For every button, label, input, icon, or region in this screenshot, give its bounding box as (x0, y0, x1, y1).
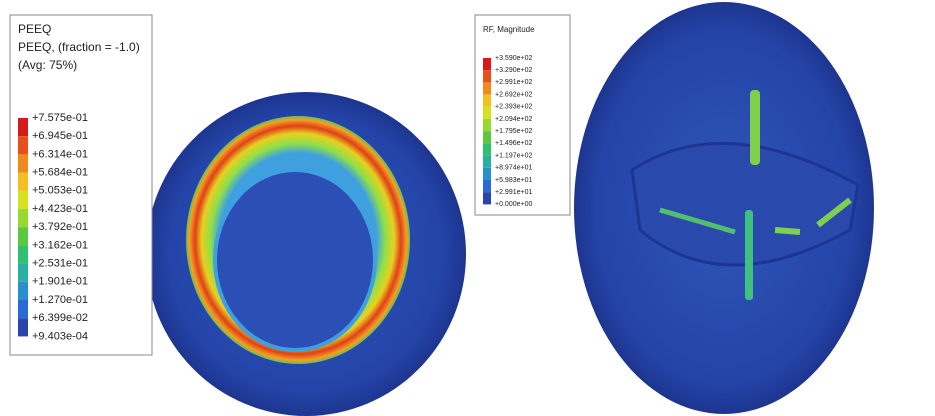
legend-swatch (483, 70, 491, 82)
legend-label: +7.575e-01 (32, 112, 88, 124)
legend-swatch (18, 136, 28, 154)
legend-label: +6.314e-01 (32, 148, 88, 160)
legend-swatch (18, 282, 28, 300)
legend-swatch (18, 300, 28, 318)
legend-label: +1.901e-01 (32, 276, 88, 288)
legend-label: +9.403e-04 (32, 330, 88, 342)
legend-swatch (483, 107, 491, 119)
legend-label: +2.991e+02 (495, 79, 532, 86)
legend-label: +5.053e-01 (32, 185, 88, 197)
right-panel: RF, Magnitude +3.590e+02 +3.290e+02 +2.991e… (470, 0, 935, 416)
legend-label: +2.094e+02 (495, 116, 532, 123)
legend-swatch (18, 209, 28, 227)
legend-label: +3.590e+02 (495, 55, 532, 62)
legend-swatch (483, 131, 491, 143)
ring-inner (215, 170, 375, 350)
legend-label: +3.290e+02 (495, 67, 532, 74)
legend-label: +3.162e-01 (32, 239, 88, 251)
legend-swatch (483, 119, 491, 131)
legend-title: PEEQ, (fraction = -1.0) (18, 40, 140, 54)
legend-label: +6.945e-01 (32, 130, 88, 142)
legend-label: +2.692e+02 (495, 91, 532, 98)
legend-swatch (483, 58, 491, 70)
legend-label: +1.795e+02 (495, 128, 532, 135)
legend-swatch (483, 95, 491, 107)
legend-label: +4.423e-01 (32, 203, 88, 215)
legend-title: (Avg: 75%) (18, 58, 77, 72)
figure: PEEQ PEEQ, (fraction = -1.0) (Avg: 75%) +7.… (0, 0, 935, 416)
legend-swatch (483, 143, 491, 155)
legend-swatch (18, 154, 28, 172)
legend-swatch (18, 318, 28, 336)
legend-swatch (483, 168, 491, 180)
legend-label: +3.792e-01 (32, 221, 88, 233)
rf-strip (745, 210, 753, 300)
legend-label: +5.983e+01 (495, 177, 532, 184)
legend-swatch (483, 180, 491, 192)
legend-swatch (483, 156, 491, 168)
legend-label: +1.270e-01 (32, 294, 88, 306)
legend-label: +2.991e+01 (495, 189, 532, 196)
legend-label: +6.399e-02 (32, 312, 88, 324)
legend-swatch (483, 82, 491, 94)
legend-swatch (18, 245, 28, 263)
legend-title: RF, Magnitude (483, 25, 535, 34)
legend-label: +1.496e+02 (495, 140, 532, 147)
legend-title: PEEQ (18, 22, 51, 36)
legend-swatch (18, 118, 28, 136)
rf-strip (750, 90, 760, 165)
legend-label: +8.974e+01 (495, 165, 532, 172)
legend-label: +2.393e+02 (495, 104, 532, 111)
legend-label: +2.531e-01 (32, 258, 88, 270)
legend-swatch (483, 192, 491, 204)
legend-label: +5.684e-01 (32, 167, 88, 179)
legend-swatch (18, 173, 28, 191)
legend-swatch (18, 264, 28, 282)
legend-label: +1.197e+02 (495, 152, 532, 159)
left-panel: PEEQ PEEQ, (fraction = -1.0) (Avg: 75%) +7.… (10, 15, 466, 416)
legend-swatch (18, 191, 28, 209)
legend-swatch (18, 227, 28, 245)
legend-label: +0.000e+00 (495, 201, 532, 208)
